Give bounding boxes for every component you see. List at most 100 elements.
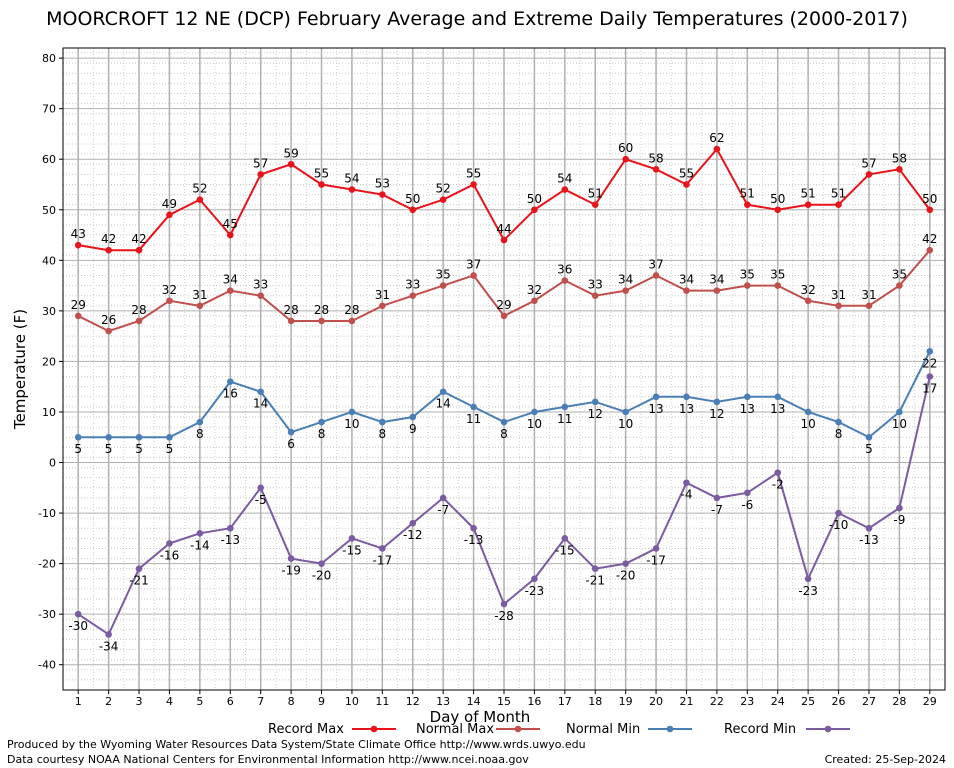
data-label: 12	[709, 407, 724, 421]
data-label: 8	[196, 427, 204, 441]
data-label: 31	[861, 288, 876, 302]
y-tick-label: 20	[42, 355, 56, 368]
data-label: 42	[922, 232, 937, 246]
x-tick-label: 12	[406, 695, 420, 708]
data-point	[74, 241, 82, 249]
x-tick-label: 19	[619, 695, 633, 708]
legend-marker	[370, 725, 378, 733]
data-label: -14	[190, 538, 210, 552]
data-label: 50	[405, 192, 420, 206]
data-point	[257, 388, 264, 396]
data-label: 32	[527, 283, 542, 297]
data-point	[561, 403, 569, 411]
data-point	[287, 160, 295, 168]
data-label: 35	[436, 268, 451, 282]
data-label: 51	[831, 187, 846, 201]
data-label: 37	[466, 257, 481, 271]
data-point	[348, 408, 356, 416]
data-point	[652, 272, 660, 279]
data-label: 57	[861, 156, 876, 170]
data-label: 9	[409, 422, 417, 436]
x-tick-label: 6	[227, 695, 234, 708]
data-point	[318, 181, 325, 188]
data-label: 54	[344, 172, 359, 186]
data-label: -15	[342, 543, 362, 557]
data-point	[591, 201, 599, 209]
data-label: 31	[375, 288, 390, 302]
data-point	[896, 504, 903, 512]
data-point	[226, 287, 234, 294]
data-point	[531, 206, 538, 214]
data-point	[591, 398, 599, 406]
data-label: 58	[648, 151, 663, 165]
data-label: 60	[618, 141, 633, 155]
data-point	[166, 433, 173, 441]
data-label: 33	[588, 278, 603, 292]
data-label: 12	[588, 407, 603, 421]
data-point	[470, 272, 477, 279]
data-point	[166, 297, 173, 305]
data-point	[135, 317, 143, 325]
data-point	[439, 388, 447, 396]
data-label: -13	[859, 533, 879, 547]
data-point	[470, 181, 477, 188]
data-label: 5	[166, 442, 174, 456]
data-label: -15	[555, 543, 575, 557]
data-point	[226, 231, 234, 239]
data-point	[713, 398, 721, 406]
data-point	[591, 565, 599, 572]
y-tick-label: 10	[42, 406, 56, 419]
data-point	[348, 317, 356, 325]
data-point	[318, 317, 325, 325]
data-label: 13	[770, 402, 785, 416]
data-point	[500, 600, 508, 608]
data-label: 28	[344, 303, 359, 317]
y-tick-label: -40	[38, 659, 56, 672]
data-point	[774, 393, 782, 401]
data-point	[744, 201, 751, 209]
data-label: -7	[711, 503, 723, 517]
data-point	[287, 317, 295, 325]
data-point	[744, 393, 751, 401]
data-point	[135, 246, 143, 254]
data-point	[774, 206, 782, 214]
data-point	[257, 484, 264, 492]
data-point	[105, 246, 112, 254]
x-tick-label: 9	[318, 695, 325, 708]
data-point	[926, 373, 934, 380]
data-point	[835, 418, 842, 426]
data-label: 31	[192, 288, 207, 302]
x-tick-label: 4	[166, 695, 173, 708]
data-label: 29	[496, 298, 511, 312]
x-tick-label: 18	[588, 695, 602, 708]
x-tick-label: 24	[771, 695, 785, 708]
data-point	[105, 631, 112, 638]
data-point	[804, 297, 812, 305]
y-tick-label: -10	[38, 507, 56, 520]
legend: Record Max Normal Max Normal Min Record Min	[268, 722, 850, 737]
series-normal-max: 29 26 28 32 31 34 33 28 28 28 31 33 35 37 29 32 36 33 34 37…	[71, 232, 937, 335]
legend-marker	[514, 725, 522, 733]
data-label: -34	[99, 639, 119, 653]
chart-title: MOORCROFT 12 NE (DCP) February Average a…	[46, 8, 908, 30]
data-point	[865, 302, 873, 310]
data-label: 5	[865, 442, 873, 456]
x-tick-label: 17	[558, 695, 572, 708]
data-label: 8	[500, 427, 508, 441]
data-point	[774, 282, 782, 289]
data-label: 45	[223, 217, 238, 231]
data-point	[683, 479, 690, 487]
data-label: 51	[740, 187, 755, 201]
data-point	[591, 292, 599, 300]
data-point	[835, 509, 842, 517]
data-label: -10	[829, 518, 849, 532]
data-label: 51	[588, 187, 603, 201]
x-tick-label: 29	[923, 695, 937, 708]
data-label: 34	[618, 273, 633, 287]
data-label: 62	[709, 131, 724, 145]
y-tick-label: 80	[42, 52, 56, 65]
data-label: 8	[318, 427, 326, 441]
data-label: 10	[892, 417, 907, 431]
data-label: 28	[283, 303, 298, 317]
data-point	[439, 282, 447, 289]
